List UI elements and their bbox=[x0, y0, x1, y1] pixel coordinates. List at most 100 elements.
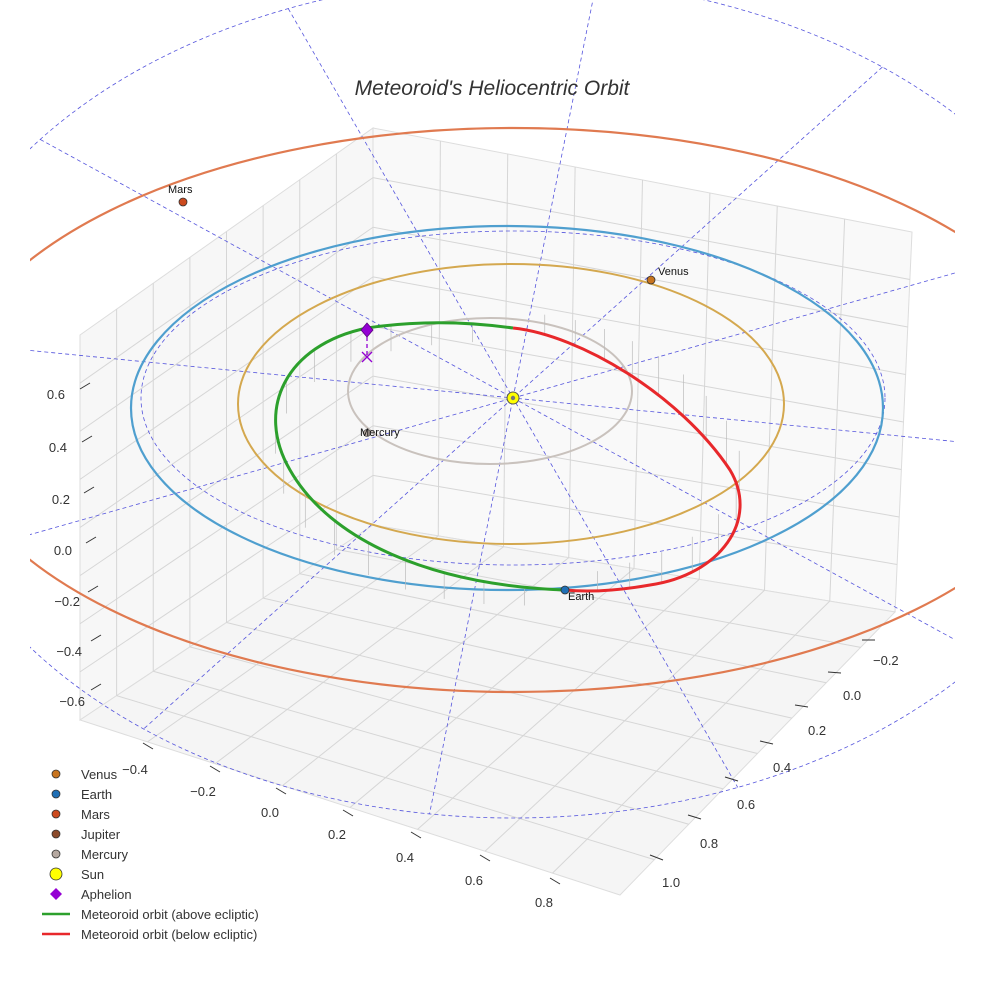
legend-label: Venus bbox=[81, 767, 118, 782]
x-axis: −0.4 −0.2 0.0 0.2 0.4 0.6 0.8 bbox=[122, 742, 561, 910]
planet-markers: Mars Venus Earth Mercury bbox=[168, 184, 689, 603]
grid-line bbox=[79, 425, 374, 625]
grid-line bbox=[552, 600, 831, 874]
z-tick-4: 0.2 bbox=[52, 486, 95, 507]
x-tick-0: −0.4 bbox=[122, 742, 154, 777]
x-tick-label: −0.2 bbox=[190, 784, 216, 799]
legend-marker bbox=[51, 829, 61, 839]
x-tick-3: 0.2 bbox=[328, 809, 354, 842]
grid-line bbox=[349, 568, 635, 808]
y-tick-label: 0.6 bbox=[737, 797, 755, 812]
z-tick-label: −0.2 bbox=[54, 594, 80, 609]
y-tick-label: 0.2 bbox=[808, 723, 826, 738]
legend-marker bbox=[49, 867, 63, 881]
grid-line bbox=[829, 218, 846, 602]
legend-item-aphelion: Aphelion bbox=[50, 887, 132, 902]
x-tick-4: 0.4 bbox=[396, 831, 422, 865]
mars-orbit bbox=[30, 126, 955, 694]
legend-label: Sun bbox=[81, 867, 104, 882]
mercury-orbit bbox=[347, 317, 633, 465]
legend-label: Earth bbox=[81, 787, 112, 802]
grid-line bbox=[417, 579, 700, 830]
mercury-marker bbox=[363, 429, 371, 437]
y-tick-5: 0.8 bbox=[687, 814, 718, 851]
legend-marker bbox=[51, 769, 61, 779]
meteoroid-orbit-below bbox=[512, 326, 742, 593]
x-tick-1: −0.2 bbox=[190, 765, 221, 799]
venus-marker bbox=[646, 275, 656, 285]
y-tick-1: 0.0 bbox=[827, 671, 861, 703]
z-tick-6: 0.6 bbox=[47, 382, 91, 402]
aphelion-marker bbox=[360, 322, 374, 338]
x-tick-label: 0.6 bbox=[465, 873, 483, 888]
legend-item-jupiter: Jupiter bbox=[51, 827, 121, 842]
y-tick-label: 0.4 bbox=[773, 760, 791, 775]
legend-item-mars: Mars bbox=[51, 807, 110, 822]
legend-item-orbit-below: Meteoroid orbit (below ecliptic) bbox=[42, 927, 257, 942]
y-tick-label: −0.2 bbox=[873, 653, 899, 668]
z-tick-label: 0.6 bbox=[47, 387, 65, 402]
ecliptic-spoke bbox=[143, 66, 883, 730]
z-tick-5: 0.4 bbox=[49, 435, 93, 455]
legend-label: Mercury bbox=[81, 847, 128, 862]
grid-line bbox=[372, 474, 898, 565]
earth-orbit bbox=[129, 224, 885, 592]
aphelion-marker-group bbox=[360, 322, 374, 363]
x-tick-label: 0.0 bbox=[261, 805, 279, 820]
x-tick-label: −0.4 bbox=[122, 762, 148, 777]
y-tick-0: −0.2 bbox=[862, 639, 899, 668]
legend-marker bbox=[50, 888, 62, 900]
floor-pane bbox=[78, 524, 897, 896]
sun-group bbox=[506, 391, 520, 405]
grid-line bbox=[79, 375, 374, 577]
meteoroid-drop-lines bbox=[275, 314, 740, 606]
z-tick-1: −0.4 bbox=[56, 634, 102, 659]
y-tick-6: 1.0 bbox=[649, 854, 680, 890]
grid-line bbox=[633, 179, 643, 569]
grid-line bbox=[698, 192, 711, 580]
z-tick-label: 0.2 bbox=[52, 492, 70, 507]
ecliptic-spoke bbox=[30, 272, 955, 536]
legend-marker bbox=[51, 809, 61, 819]
grid-line bbox=[263, 597, 792, 719]
grid-line bbox=[372, 375, 902, 470]
z-tick-0: −0.6 bbox=[59, 683, 102, 709]
legend-item-orbit-above: Meteoroid orbit (above ecliptic) bbox=[42, 907, 259, 922]
planet-orbits bbox=[30, 126, 955, 694]
axes-box bbox=[78, 127, 913, 896]
x-tick-6: 0.8 bbox=[535, 877, 561, 910]
aphelion-projection-marker bbox=[361, 351, 373, 363]
z-tick-label: 0.0 bbox=[54, 543, 72, 558]
z-tick-3: 0.0 bbox=[54, 536, 97, 558]
venus-label: Venus bbox=[658, 266, 689, 278]
legend-item-venus: Venus bbox=[51, 767, 118, 782]
y-tick-2: 0.2 bbox=[794, 704, 826, 738]
ecliptic-outer-ring bbox=[30, 0, 955, 819]
venus-orbit bbox=[237, 263, 785, 545]
meteoroid-orbit bbox=[274, 321, 742, 593]
legend-marker bbox=[51, 789, 61, 799]
earth-marker bbox=[560, 585, 570, 595]
x-tick-5: 0.6 bbox=[465, 854, 491, 888]
mars-marker bbox=[178, 197, 188, 207]
earth-label: Earth bbox=[568, 591, 594, 603]
x-tick-label: 0.8 bbox=[535, 895, 553, 910]
x-tick-2: 0.0 bbox=[261, 787, 287, 820]
legend-label: Aphelion bbox=[81, 887, 132, 902]
y-tick-3: 0.4 bbox=[759, 740, 791, 775]
grid-lines bbox=[79, 140, 910, 874]
legend-label: Jupiter bbox=[81, 827, 121, 842]
grid-line bbox=[764, 205, 778, 591]
y-tick-4: 0.6 bbox=[724, 776, 755, 812]
legend-label: Meteoroid orbit (above ecliptic) bbox=[81, 907, 259, 922]
y-tick-label: 1.0 bbox=[662, 875, 680, 890]
legend-item-mercury: Mercury bbox=[51, 847, 128, 862]
z-tick-label: −0.6 bbox=[59, 694, 85, 709]
ecliptic-spoke bbox=[429, 0, 594, 814]
chart-title: Meteoroid's Heliocentric Orbit bbox=[355, 77, 631, 100]
grid-line bbox=[299, 573, 827, 684]
grid-line bbox=[484, 589, 765, 852]
x-tick-label: 0.2 bbox=[328, 827, 346, 842]
ecliptic-1au-ring bbox=[140, 230, 886, 566]
